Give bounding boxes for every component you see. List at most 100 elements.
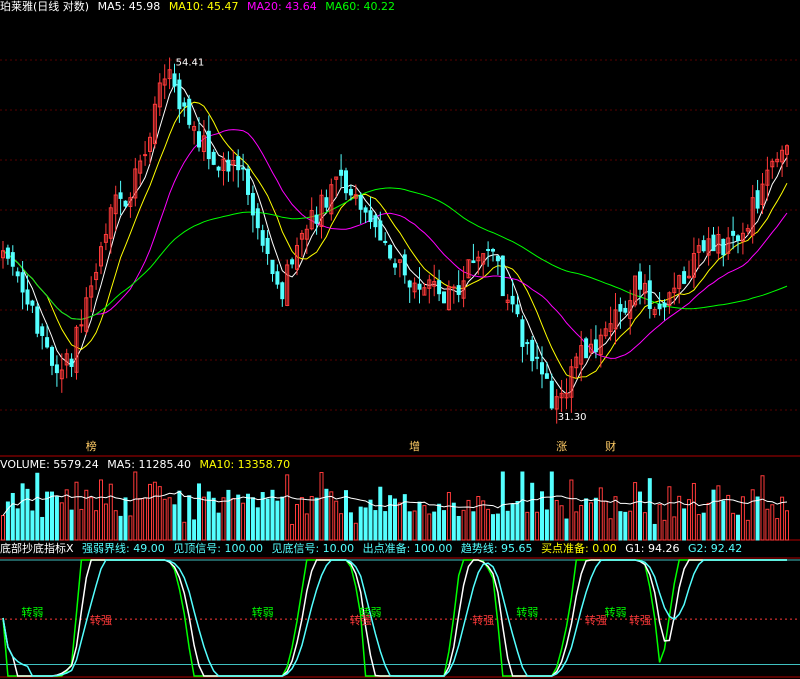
candle-body: [540, 362, 544, 375]
volume-label: VOLUME: 5579.24: [0, 458, 99, 471]
volume-bar: [628, 510, 633, 541]
ma60-label: MA60: 40.22: [325, 0, 395, 13]
candle-body: [329, 184, 334, 215]
candle-body: [451, 286, 456, 289]
volume-bar: [510, 503, 515, 541]
volume-bar: [662, 519, 667, 541]
weak-signal-label: 转弱: [252, 605, 274, 619]
ma10-label: MA10: 45.47: [168, 0, 239, 13]
volume-bar: [638, 491, 642, 541]
candle-body: [280, 282, 285, 300]
volume-bar: [216, 512, 221, 541]
volume-bar: [613, 496, 618, 541]
candle-body: [520, 319, 525, 347]
candle-body: [304, 228, 309, 240]
candle-body: [172, 73, 177, 87]
volume-bar: [348, 512, 353, 541]
candlesticks: [1, 57, 789, 424]
candle-body: [574, 356, 579, 369]
stock-marker: 财: [605, 439, 616, 453]
volume-bar: [265, 498, 270, 541]
candle-body: [701, 240, 706, 252]
volume-bar: [226, 489, 231, 541]
candle-body: [745, 228, 750, 232]
volume-bar: [5, 501, 10, 541]
weak-signal-label: 转弱: [605, 605, 627, 619]
volume-bar: [383, 511, 388, 541]
candle-body: [211, 151, 216, 165]
candle-body: [265, 237, 270, 254]
volume-bar: [549, 471, 554, 541]
volume-bar: [157, 486, 162, 541]
candle-body: [201, 135, 206, 153]
volume-bar: [45, 491, 50, 541]
label-top-signal: 见顶信号: 100.00: [173, 542, 263, 555]
volume-bar: [59, 502, 64, 541]
candle-body: [740, 232, 745, 242]
candle-body: [687, 275, 691, 279]
volume-bar: [15, 508, 20, 541]
volume-bar: [290, 523, 295, 541]
candle-body: [731, 230, 736, 236]
candle-body: [544, 373, 549, 379]
candle-body: [339, 169, 344, 176]
volume-bar: [726, 494, 731, 541]
candle-body: [25, 289, 30, 305]
volume-bar: [569, 479, 574, 541]
volume-bar: [143, 497, 148, 541]
volume-bar: [187, 495, 192, 541]
volume-bar: [564, 518, 569, 541]
candle-body: [677, 275, 682, 290]
candle-body: [422, 287, 427, 296]
ma10-line: [2, 101, 788, 379]
strong-signal-label: 转强: [629, 613, 651, 627]
volume-bar: [525, 511, 530, 541]
candle-body: [206, 130, 211, 160]
volume-bar: [765, 508, 770, 541]
volume-bar: [402, 494, 407, 541]
candle-body: [530, 339, 535, 362]
ma60-line: [2, 187, 788, 320]
volume-bar: [554, 499, 559, 541]
volume-bar: [446, 491, 451, 541]
volume-bar: [417, 501, 422, 541]
candle-body: [314, 214, 319, 224]
candle-body: [525, 342, 530, 345]
candle-body: [647, 280, 652, 309]
volume-bar: [608, 518, 613, 541]
volume-bar: [206, 491, 211, 541]
candle-body: [241, 167, 246, 170]
candle-body: [706, 238, 711, 256]
volume-bar: [574, 511, 579, 541]
candle-body: [598, 334, 603, 356]
candle-body: [20, 272, 25, 293]
candle-body: [148, 136, 152, 152]
candle-body: [515, 304, 520, 315]
volume-bar: [1, 515, 5, 541]
volume-bar: [412, 510, 417, 541]
candle-body: [402, 254, 407, 276]
volume-bar: [192, 519, 197, 541]
volume-bar: [368, 499, 373, 541]
candle-body: [79, 324, 84, 327]
candle-body: [118, 192, 123, 199]
candle-body: [584, 338, 589, 359]
volume-bar: [285, 474, 290, 541]
strong-signal-label: 转强: [585, 613, 607, 627]
volume-bar: [250, 497, 255, 541]
trend-line: [2, 559, 787, 677]
candle-body: [299, 232, 304, 240]
volume-bar: [500, 471, 505, 541]
candle-body: [353, 194, 358, 199]
candle-body: [226, 159, 231, 172]
candle-body: [69, 358, 74, 367]
label-bottom-signal: 见底信号: 10.00: [271, 542, 355, 555]
volume-bar: [182, 521, 187, 541]
volume-bar: [476, 495, 481, 541]
candle-body: [638, 271, 642, 290]
volume-bar: [456, 515, 461, 541]
candle-body: [324, 197, 329, 208]
candle-body: [608, 323, 613, 332]
volume-bar: [299, 497, 304, 541]
indicator-lines: [0, 559, 800, 677]
